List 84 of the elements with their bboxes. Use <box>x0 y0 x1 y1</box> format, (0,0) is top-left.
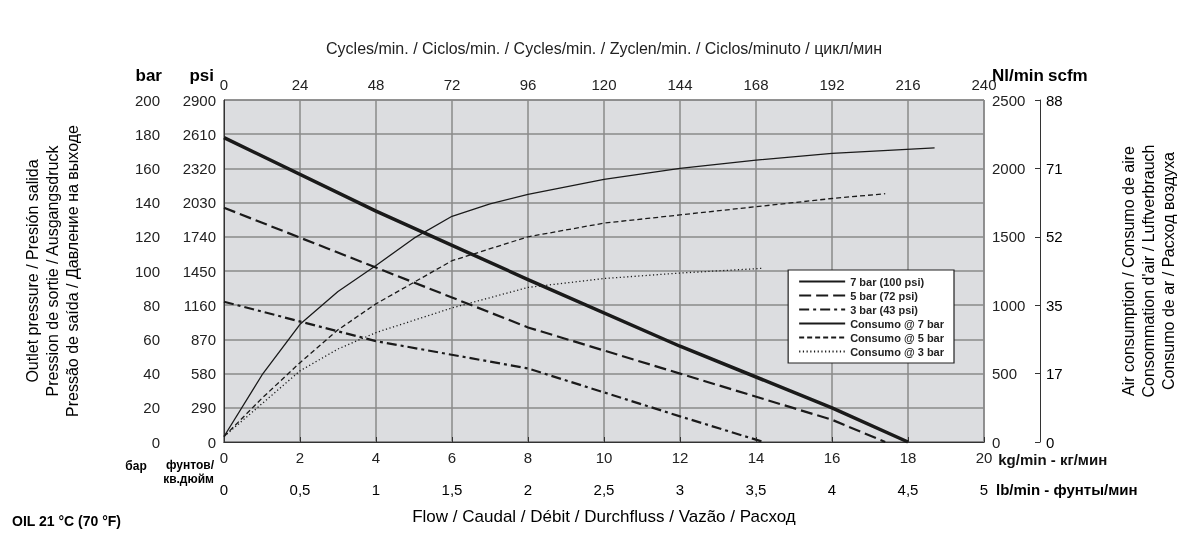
x-tick-label: 16 <box>823 449 841 466</box>
text: 88 <box>1046 91 1063 109</box>
y3-tick-label: 1000 <box>992 296 1026 314</box>
x2-tick-label: 120 <box>591 76 617 93</box>
text: 2 <box>523 481 533 498</box>
x2-tick-label: 72 <box>443 76 461 93</box>
y2-tick-label: 1450 <box>182 262 216 280</box>
x-tick-label: 10 <box>595 449 613 466</box>
x2-tick-label: 144 <box>667 76 693 93</box>
y3-tick-label: 0 <box>992 433 1001 451</box>
y-tick-label: 40 <box>143 365 160 383</box>
y2-tick-label: 580 <box>190 365 216 383</box>
y2-tick-label: 870 <box>190 330 216 348</box>
text: 52 <box>1046 228 1063 246</box>
legend-label: Consumo @ 5 bar <box>850 331 945 344</box>
text: scfm <box>1048 66 1088 85</box>
y2-tick-label: 1160 <box>183 296 216 314</box>
x-axis-title: kg/min - кг/мин <box>998 451 1108 468</box>
x2-tick-label: 96 <box>519 76 537 93</box>
text: lb/min - фунты/мин <box>996 481 1138 498</box>
y2-tick-label: 2030 <box>182 194 216 212</box>
text: 71 <box>1046 159 1063 177</box>
y-tick-label: 100 <box>134 262 160 280</box>
y-tick-label: 60 <box>143 330 160 348</box>
y2-tick-label: 2320 <box>182 159 216 177</box>
y2-tick-label: 290 <box>190 399 216 417</box>
x-tick-label: 20 <box>975 449 993 466</box>
text: 4 <box>827 481 837 498</box>
x2-tick-label: 0 <box>219 76 229 93</box>
x2-tick-label: 48 <box>367 76 385 93</box>
x2-tick-label: 24 <box>291 76 309 93</box>
y3-tick-label: 1500 <box>992 228 1026 246</box>
x-tick-label: 4 <box>371 449 381 466</box>
y-tick-label: 200 <box>134 91 160 109</box>
x2-tick-label: 216 <box>895 76 921 93</box>
y2-tick-label: 2900 <box>182 91 216 109</box>
text: 2,5 <box>593 481 615 498</box>
text: Flow / Caudal / Débit / Durchfluss / Vazão / Расход <box>412 507 796 526</box>
y-tick-label: 160 <box>134 159 160 177</box>
y2-tick-label: 2610 <box>182 125 216 143</box>
legend-label: Consumo @ 3 bar <box>850 345 945 358</box>
y3-tick-label: 2000 <box>992 159 1026 177</box>
y-tick-label: 0 <box>151 433 160 451</box>
x-tick-label: 0 <box>219 449 229 466</box>
x2-tick-label: 192 <box>819 76 845 93</box>
x-tick-label: 6 <box>447 449 457 466</box>
text: 0 <box>219 481 229 498</box>
text: бар <box>125 459 147 473</box>
text: Air consumption / Consumo de aire Consommation d'air / Luftverbrauch Consumo de ar / Расход воздуха <box>1119 144 1177 398</box>
legend-label: 5 bar (72 psi) <box>850 289 919 302</box>
text: 3 <box>675 481 685 498</box>
x2-axis-title: Cycles/min. / Ciclos/min. / Cycles/min. / Zyclen/min. / Ciclos/minuto / цикл/мин <box>326 39 882 57</box>
y-tick-label: 140 <box>134 194 160 212</box>
x-tick-label: 18 <box>899 449 917 466</box>
x-tick-label: 14 <box>747 449 765 466</box>
x-tick-label: 12 <box>671 449 689 466</box>
y2-axis-title: psi <box>189 66 214 85</box>
text: фунтов/ кв.дюйм <box>163 458 215 486</box>
legend-label: 3 bar (43 psi) <box>850 303 919 316</box>
text: 0 <box>1046 433 1055 451</box>
text: 17 <box>1046 365 1063 383</box>
y-tick-label: 20 <box>143 399 160 417</box>
y3-tick-label: 2500 <box>992 91 1026 109</box>
y-axis-title: bar <box>135 66 163 85</box>
y-tick-label: 80 <box>143 296 160 314</box>
y-tick-label: 120 <box>134 228 160 246</box>
x2-tick-label: 168 <box>743 76 769 93</box>
text: 35 <box>1046 296 1063 314</box>
text: OIL 21 °C (70 °F) <box>12 513 121 529</box>
x-tick-label: 2 <box>295 449 305 466</box>
text: 0,5 <box>289 481 311 498</box>
legend-label: Consumo @ 7 bar <box>850 317 945 330</box>
y-tick-label: 180 <box>134 125 160 143</box>
y2-tick-label: 1740 <box>182 228 216 246</box>
text: 4,5 <box>897 481 919 498</box>
legend-label: 7 bar (100 psi) <box>850 275 925 288</box>
x-tick-label: 8 <box>523 449 533 466</box>
text: Outlet pressure / Presión salida Pression de sortie / Ausgangsdruck Pressão de saída / Давление на выходе <box>23 124 81 417</box>
text: 5 <box>979 481 989 498</box>
text: 1,5 <box>441 481 463 498</box>
y3-tick-label: 500 <box>992 365 1018 383</box>
text: 3,5 <box>745 481 767 498</box>
y2-tick-label: 0 <box>207 433 216 451</box>
text: 1 <box>371 481 381 498</box>
